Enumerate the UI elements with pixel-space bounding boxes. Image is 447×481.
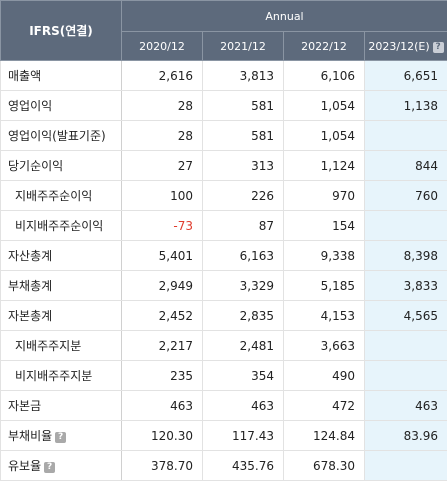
table-row: 부채총계 2,949 3,329 5,185 3,833 (1, 271, 447, 301)
cell-value: 27 (122, 151, 203, 181)
table-row: 자산총계 5,401 6,163 9,338 8,398 (1, 241, 447, 271)
cell-value-negative: -73 (122, 211, 203, 241)
cell-value: 226 (203, 181, 284, 211)
row-label: 비지배주주순이익 (1, 211, 122, 241)
cell-value: 6,163 (203, 241, 284, 271)
cell-value: 1,124 (284, 151, 365, 181)
cell-value: 2,452 (122, 301, 203, 331)
row-label: 자본총계 (1, 301, 122, 331)
row-label: 지배주주순이익 (1, 181, 122, 211)
table-row: 매출액 2,616 3,813 6,106 6,651 (1, 61, 447, 91)
table-row: 비지배주주순이익 -73 87 154 (1, 211, 447, 241)
cell-value-estimate: 3,833 (365, 271, 447, 301)
cell-value-estimate: 8,398 (365, 241, 447, 271)
cell-value-estimate (365, 121, 447, 151)
row-label: 자본금 (1, 391, 122, 421)
cell-value-estimate: 844 (365, 151, 447, 181)
cell-value: 1,054 (284, 121, 365, 151)
cell-value: 970 (284, 181, 365, 211)
cell-value-estimate: 4,565 (365, 301, 447, 331)
table-row: 영업이익 28 581 1,054 1,138 (1, 91, 447, 121)
year-header-2023e-label: 2023/12(E) (368, 40, 429, 53)
cell-value: 124.84 (284, 421, 365, 451)
cell-value: 28 (122, 91, 203, 121)
cell-value: 3,813 (203, 61, 284, 91)
cell-value-estimate: 1,138 (365, 91, 447, 121)
cell-value: 581 (203, 91, 284, 121)
row-label: 지배주주지분 (1, 331, 122, 361)
table-row: 지배주주순이익 100 226 970 760 (1, 181, 447, 211)
table-row: 지배주주지분 2,217 2,481 3,663 (1, 331, 447, 361)
cell-value-estimate: 83.96 (365, 421, 447, 451)
cell-value: 463 (203, 391, 284, 421)
cell-value: 2,217 (122, 331, 203, 361)
cell-value-estimate (365, 451, 447, 481)
cell-value: 120.30 (122, 421, 203, 451)
table-row: 당기순이익 27 313 1,124 844 (1, 151, 447, 181)
cell-value: 2,616 (122, 61, 203, 91)
annual-group-header: Annual (122, 1, 447, 32)
cell-value: 378.70 (122, 451, 203, 481)
table-row: 자본금 463 463 472 463 (1, 391, 447, 421)
cell-value: 313 (203, 151, 284, 181)
cell-value: 3,663 (284, 331, 365, 361)
table-row: 부채비율? 120.30 117.43 124.84 83.96 (1, 421, 447, 451)
row-label: 부채비율 (8, 429, 52, 443)
row-label: 영업이익(발표기준) (1, 121, 122, 151)
cell-value: 2,949 (122, 271, 203, 301)
year-header-2022: 2022/12 (284, 32, 365, 61)
cell-value: 463 (122, 391, 203, 421)
cell-value: 2,481 (203, 331, 284, 361)
year-header-2023e: 2023/12(E)? (365, 32, 447, 61)
help-icon[interactable]: ? (433, 42, 444, 53)
table-row: 자본총계 2,452 2,835 4,153 4,565 (1, 301, 447, 331)
cell-value: 9,338 (284, 241, 365, 271)
row-label: 매출액 (1, 61, 122, 91)
cell-value: 154 (284, 211, 365, 241)
cell-value: 2,835 (203, 301, 284, 331)
cell-value-estimate: 463 (365, 391, 447, 421)
row-label: 자산총계 (1, 241, 122, 271)
row-label: 비지배주주지분 (1, 361, 122, 391)
cell-value-estimate (365, 361, 447, 391)
cell-value: 5,185 (284, 271, 365, 301)
cell-value-estimate: 760 (365, 181, 447, 211)
year-header-2021: 2021/12 (203, 32, 284, 61)
year-header-2020: 2020/12 (122, 32, 203, 61)
cell-value-estimate (365, 331, 447, 361)
cell-value: 235 (122, 361, 203, 391)
cell-value: 354 (203, 361, 284, 391)
row-label: 당기순이익 (1, 151, 122, 181)
cell-value: 435.76 (203, 451, 284, 481)
cell-value-estimate (365, 211, 447, 241)
table-header-label: IFRS(연결) (1, 1, 122, 61)
row-label: 부채총계 (1, 271, 122, 301)
cell-value: 490 (284, 361, 365, 391)
row-label: 유보율 (8, 459, 41, 473)
cell-value: 4,153 (284, 301, 365, 331)
cell-value: 5,401 (122, 241, 203, 271)
table-row: 유보율? 378.70 435.76 678.30 (1, 451, 447, 481)
row-label-with-help: 부채비율? (1, 421, 122, 451)
cell-value: 581 (203, 121, 284, 151)
cell-value: 117.43 (203, 421, 284, 451)
cell-value: 100 (122, 181, 203, 211)
cell-value: 1,054 (284, 91, 365, 121)
cell-value: 87 (203, 211, 284, 241)
cell-value-estimate: 6,651 (365, 61, 447, 91)
cell-value: 678.30 (284, 451, 365, 481)
help-icon[interactable]: ? (44, 462, 55, 473)
row-label-with-help: 유보율? (1, 451, 122, 481)
table-row: 영업이익(발표기준) 28 581 1,054 (1, 121, 447, 151)
help-icon[interactable]: ? (55, 432, 66, 443)
cell-value: 28 (122, 121, 203, 151)
cell-value: 3,329 (203, 271, 284, 301)
cell-value: 472 (284, 391, 365, 421)
row-label: 영업이익 (1, 91, 122, 121)
cell-value: 6,106 (284, 61, 365, 91)
table-row: 비지배주주지분 235 354 490 (1, 361, 447, 391)
